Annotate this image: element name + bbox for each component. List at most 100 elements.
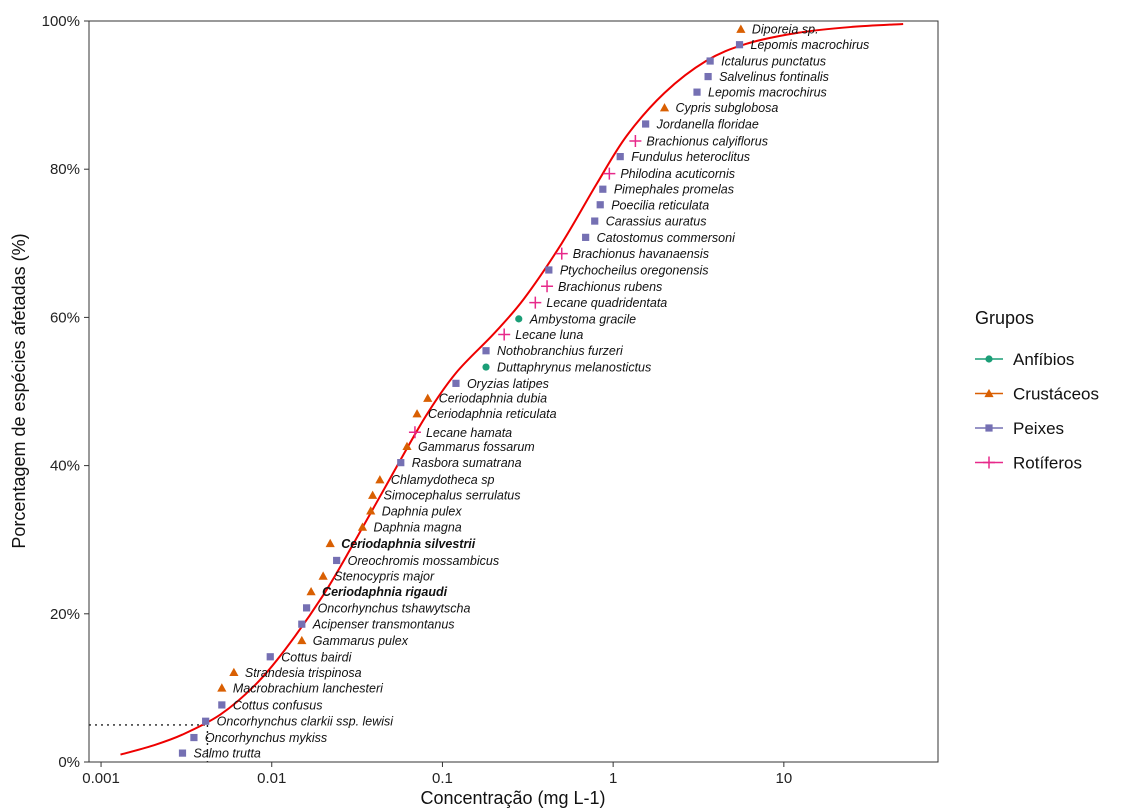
species-label: Macrobrachium lanchesteri [233, 681, 384, 695]
species-label: Cypris subglobosa [676, 101, 779, 115]
x-tick-label: 0.001 [82, 770, 120, 787]
species-label: Ceriodaphnia silvestrii [341, 537, 476, 551]
species-label: Diporeia sp. [752, 23, 819, 37]
data-point [704, 72, 712, 81]
data-point [408, 426, 421, 439]
species-label: Ictalurus punctatus [721, 55, 826, 69]
species-label: Pimephales promelas [614, 183, 734, 197]
species-label: Duttaphrynus melanostictus [497, 361, 651, 375]
species-label: Gammarus fossarum [418, 440, 535, 454]
species-label: Ptychocheilus oregonensis [560, 263, 709, 277]
species-label: Oncorhynchus mykiss [205, 731, 327, 745]
data-point [555, 247, 568, 260]
data-points [178, 24, 746, 757]
species-label: Lecane hamata [426, 426, 512, 440]
species-label: Cottus confusus [233, 698, 323, 712]
y-tick-label: 20% [50, 606, 80, 623]
data-point [423, 393, 433, 402]
species-label: Stenocypris major [334, 570, 435, 584]
data-point [642, 120, 650, 128]
data-point [397, 459, 405, 467]
ssd-fit-line [120, 22, 904, 756]
data-point [693, 88, 701, 96]
legend-label: Crustáceos [1013, 385, 1099, 404]
data-point [318, 571, 328, 580]
data-point [297, 635, 307, 645]
data-point [616, 153, 624, 161]
data-point [357, 522, 368, 531]
species-label: Poecilia reticulata [611, 198, 709, 212]
data-point [366, 506, 376, 515]
x-axis-title: Concentração (mg L-1) [420, 788, 605, 808]
species-label: Lepomis macrochirus [751, 38, 870, 52]
data-point [603, 167, 616, 180]
species-label: Lecane quadridentata [546, 296, 667, 310]
species-label: Fundulus heteroclitus [631, 150, 750, 164]
data-point [202, 717, 210, 725]
species-label: Simocephalus serrulatus [384, 489, 521, 503]
data-point [178, 749, 187, 757]
data-point [325, 538, 335, 548]
data-point [368, 490, 378, 499]
legend-key-marker [983, 456, 995, 469]
species-label: Ceriodaphnia dubia [439, 392, 547, 406]
y-tick-label: 100% [42, 13, 80, 30]
hc5-reference [89, 724, 209, 762]
legend-key-marker [985, 355, 993, 363]
species-label: Daphnia pulex [382, 504, 463, 518]
fitted-curve [120, 22, 904, 756]
species-label: Ceriodaphnia reticulata [428, 407, 557, 421]
x-tick-label: 10 [775, 770, 792, 787]
legend-key-marker [985, 424, 993, 432]
data-point [515, 315, 523, 323]
data-point [591, 217, 599, 225]
legend: Grupos Anfíbios Crustáceos Peixes Rotíferos [975, 308, 1099, 473]
legend-label: Rotíferos [1013, 454, 1082, 473]
species-label: Gammarus pulex [313, 634, 409, 648]
species-label: Salvelinus fontinalis [719, 70, 829, 84]
species-label: Lecane luna [515, 328, 583, 342]
species-label: Ambystoma gracile [529, 312, 636, 326]
legend-title: Grupos [975, 308, 1034, 328]
data-point [735, 41, 744, 49]
data-point [529, 296, 542, 309]
data-point [582, 233, 590, 241]
data-point [482, 347, 490, 355]
data-point [706, 57, 714, 65]
data-point [229, 667, 239, 677]
data-point [306, 586, 316, 596]
y-tick-label: 40% [50, 458, 80, 475]
data-point [412, 409, 422, 418]
species-label: Lepomis macrochirus [708, 86, 827, 100]
x-axis: 0.001 0.01 0.1 1 10 [82, 762, 792, 787]
data-point [190, 733, 198, 742]
legend-label: Anfíbios [1013, 350, 1074, 369]
species-label: Catostomus commersoni [597, 231, 736, 245]
data-point [266, 653, 274, 661]
species-label: Salmo trutta [193, 747, 260, 761]
data-point [736, 24, 746, 33]
species-label: Acipenser transmontanus [312, 618, 455, 632]
data-point [498, 328, 511, 341]
data-point [482, 363, 490, 371]
data-point [545, 266, 553, 274]
species-label: Chlamydotheca sp [391, 473, 495, 487]
species-label: Carassius auratus [606, 215, 707, 229]
species-label: Brachionus calyiflorus [646, 135, 768, 149]
data-point [599, 185, 607, 193]
data-point [596, 201, 604, 209]
y-axis: 0% 20% 40% 60% 80% 100% [42, 13, 89, 771]
y-tick-label: 60% [50, 309, 80, 326]
data-point [659, 103, 670, 112]
species-labels: Ambystoma gracile Duttaphrynus melanostic… [193, 23, 869, 761]
y-tick-label: 0% [58, 754, 80, 771]
plot-panel [88, 20, 939, 763]
species-label: Oncorhynchus tshawytscha [318, 601, 471, 615]
species-label: Rasbora sumatrana [412, 456, 522, 470]
species-label: Oncorhynchus clarkii ssp. lewisi [217, 715, 395, 729]
species-label: Brachionus rubens [558, 280, 662, 294]
data-point [218, 701, 226, 709]
x-tick-label: 1 [609, 770, 617, 787]
data-point [298, 620, 306, 628]
